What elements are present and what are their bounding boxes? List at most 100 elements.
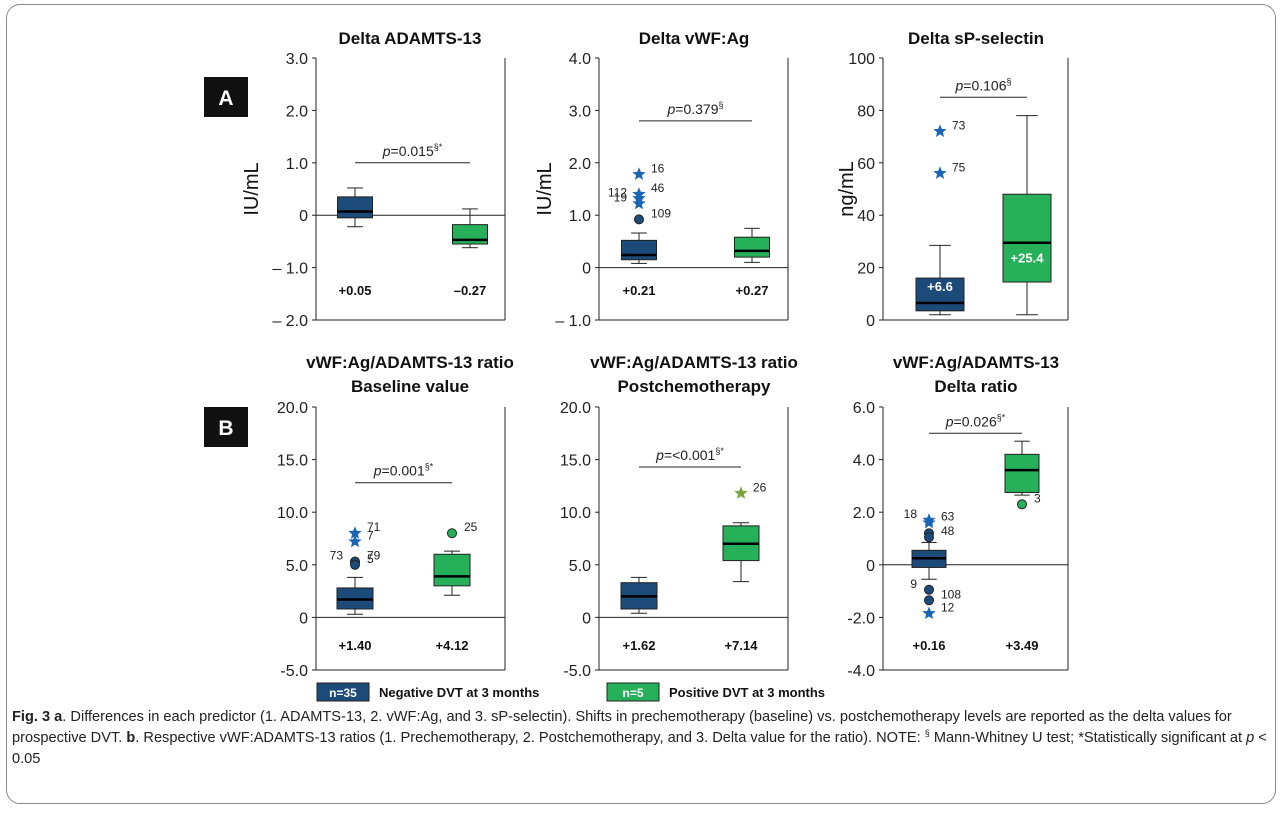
y-tick-label: -2.0 [847,610,875,627]
chart-title: Delta vWF:Ag [639,29,750,48]
box-negative: +1.62 [620,576,658,653]
outlier-label: 19 [614,191,628,205]
box-positive: +4.12 25 [433,520,478,653]
outlier-label: 108 [941,587,961,601]
caption-text-3: Mann-Whitney U test; *Statistically sign… [929,730,1247,746]
mean-delta-label: +3.49 [1006,638,1039,653]
legend-badge [606,682,660,702]
y-tick-label: 3.0 [569,103,591,120]
y-tick-label: 2.0 [286,103,308,120]
chart-title: Delta ADAMTS-13 [339,29,482,48]
outlier-label: 75 [952,160,966,174]
outlier-label: 9 [910,577,917,591]
box-inner-label: +6.6 [927,279,953,294]
y-tick-label: 0 [582,261,591,278]
y-tick-label: 6.0 [853,400,875,417]
y-tick-label: 60 [857,156,875,173]
y-tick-label: 2.0 [853,505,875,522]
panel-label-b: B [204,407,248,447]
y-tick-label: 0 [582,610,591,627]
y-tick-label: 3.0 [286,51,308,68]
caption-text-4: < 0.05 [12,730,1267,767]
caption-b-letter: b [126,730,136,746]
chart-2: Delta vWF:Ag – 1.0 0 1.0 2.0 3.0 4.0 IU/mL p=0.3… [534,29,789,330]
y-tick-label: 15.0 [560,453,591,470]
outlier-label: 5 [367,552,374,566]
outlier-star [933,166,947,179]
pvalue-text: p=0.106§ [954,76,1011,93]
y-tick-label: 5.0 [569,558,591,575]
outlier-circle [1017,499,1027,510]
caption-text-1: . Differences in each predictor (1. ADAM… [12,709,1232,746]
pvalue-text: p=0.001§* [373,462,434,479]
y-tick-label: 20.0 [277,400,308,417]
y-tick-label: 4.0 [569,51,591,68]
mean-delta-label: +0.21 [623,283,656,298]
legend-badge-text: n=5 [622,686,643,700]
y-tick-label: 2.0 [569,156,591,173]
chart-1: Delta ADAMTS-13 – 2.0 – 1.0 0 1.0 2.0 3.0 IU/mL… [241,29,506,330]
outlier-label: 73 [330,549,344,563]
legend-label: Positive DVT at 3 months [669,685,825,700]
chart-6: vWF:Ag/ADAMTS-13 Delta ratio -4.0 -2.0 0 2.0 4… [847,353,1069,680]
outlier-label: 112 [608,185,627,199]
y-tick-label: 0 [866,313,875,330]
outlier-label: 71 [367,520,381,534]
caption-p-symbol: p [1246,730,1255,746]
legend-badge [316,682,370,702]
y-tick-label: – 1.0 [555,313,591,330]
outlier-label: 46 [651,181,665,195]
y-tick-label: 0 [299,208,308,225]
caption-section-symbol: § [924,728,930,738]
legend-label: Negative DVT at 3 months [379,685,539,700]
outlier-label: 79 [367,549,381,563]
panel-label-box [204,407,248,447]
y-axis-label: IU/mL [241,162,263,215]
y-tick-label: -5.0 [563,663,591,680]
outlier-label: 16 [651,161,665,175]
chart-title: vWF:Ag/ADAMTS-13 [893,353,1059,372]
mean-delta-label: +1.62 [623,638,656,653]
outlier-star [922,606,936,620]
outlier-star [734,486,748,499]
y-tick-label: 10.0 [560,505,591,522]
outlier-star [348,526,362,539]
box-negative: +0.05 [337,187,373,298]
y-tick-label: 40 [857,208,875,225]
figure-frame [6,4,1276,804]
box-positive: +25.4 [1002,115,1052,316]
outlier-star [348,534,362,548]
panel-label-a: A [204,77,248,117]
outlier-star [632,196,646,210]
outlier-star [632,167,646,180]
chart-title: vWF:Ag/ADAMTS-13 ratio [306,353,514,372]
y-tick-label: – 1.0 [272,261,308,278]
pvalue-text: p=<0.001§* [655,446,724,463]
chart-title: Postchemotherapy [617,377,771,396]
outlier-label: 63 [941,510,955,524]
legend-item: n=5 Positive DVT at 3 months [606,682,825,702]
outlier-label: 18 [904,507,918,521]
outlier-circle [447,528,457,539]
legend-item: n=35 Negative DVT at 3 months [316,682,539,702]
y-tick-label: 4.0 [853,453,875,470]
iqr-box [734,236,770,258]
y-tick-label: – 2.0 [272,313,308,330]
y-tick-label: 20 [857,261,875,278]
mean-delta-label: +0.27 [736,283,769,298]
outlier-circle [924,584,934,595]
pvalue-text: p=0.379§ [666,100,723,117]
mean-delta-label: +1.40 [339,638,372,653]
outlier-circle [634,214,644,225]
chart-3: Delta sP-selectin 0 20 40 60 80 100 ng/mL p=0.10… [836,29,1069,330]
outlier-label: 25 [464,520,478,534]
y-tick-label: 20.0 [560,400,591,417]
legend: n=35 Negative DVT at 3 months n=5 Positive … [316,682,825,702]
outlier-star [933,124,947,137]
y-tick-label: 5.0 [286,558,308,575]
iqr-box [915,277,965,312]
outlier-circle [350,559,360,570]
iqr-box [452,224,488,245]
y-tick-label: 15.0 [277,453,308,470]
